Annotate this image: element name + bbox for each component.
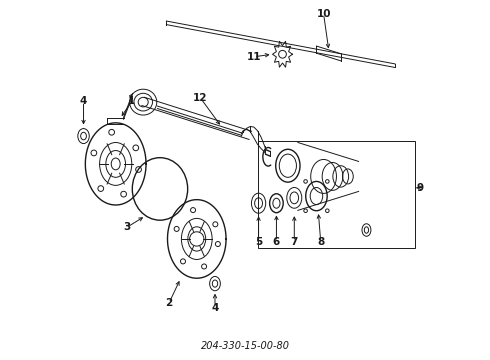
- Text: 4: 4: [80, 96, 87, 107]
- Text: 204-330-15-00-80: 204-330-15-00-80: [200, 342, 290, 351]
- Bar: [258, 141, 415, 248]
- Text: 10: 10: [317, 9, 331, 19]
- Text: 2: 2: [165, 298, 172, 308]
- Text: 7: 7: [291, 237, 298, 247]
- Text: 1: 1: [128, 96, 135, 107]
- Text: 12: 12: [193, 93, 208, 103]
- Text: 5: 5: [255, 237, 262, 247]
- Text: 3: 3: [123, 222, 131, 232]
- Text: 11: 11: [246, 52, 261, 62]
- Text: 4: 4: [211, 303, 219, 313]
- Text: 8: 8: [317, 237, 324, 247]
- Text: 6: 6: [273, 237, 280, 247]
- Text: 9: 9: [416, 183, 423, 193]
